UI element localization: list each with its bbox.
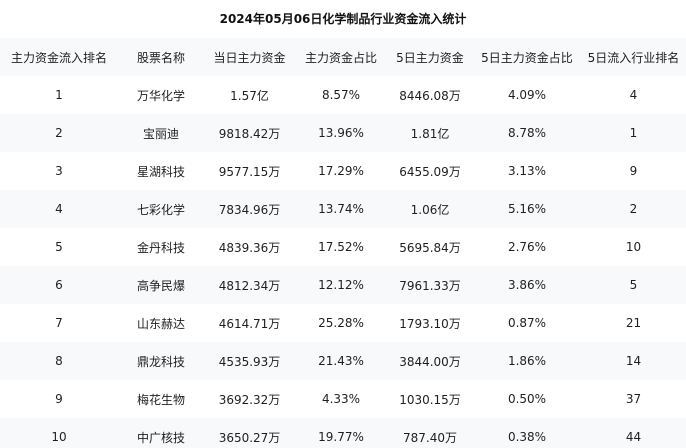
cell-main-fund-ratio: 13.74% bbox=[318, 202, 364, 216]
table-header: 主力资金流入排名 股票名称 当日主力资金 主力资金占比 5日主力资金 5日主力资… bbox=[0, 38, 686, 76]
cell-5day-industry-rank: 5 bbox=[629, 278, 638, 292]
cell-rank: 6 bbox=[55, 278, 63, 292]
cell-5day-industry-rank: 4 bbox=[629, 88, 638, 102]
table-row: 9 梅花生物 3692.32万 4.33% 1030.15万 0.50% 37 bbox=[0, 380, 686, 418]
table-row: 1 万华化学 1.57亿 8.57% 8446.08万 4.09% 4 bbox=[0, 76, 686, 114]
cell-stock-name: 山东赫达 bbox=[136, 316, 185, 331]
header-stock-name: 股票名称 bbox=[136, 50, 185, 65]
page-title: 2024年05月06日化学制品行业资金流入统计 bbox=[219, 12, 467, 26]
cell-5day-main-fund-ratio: 1.86% bbox=[507, 354, 547, 368]
cell-5day-main-fund: 8446.08万 bbox=[399, 88, 461, 103]
cell-stock-name: 万华化学 bbox=[136, 88, 185, 103]
cell-stock-name: 七彩化学 bbox=[136, 202, 185, 217]
table-row: 8 鼎龙科技 4535.93万 21.43% 3844.00万 1.86% 14 bbox=[0, 342, 686, 380]
cell-main-fund-ratio: 8.57% bbox=[321, 88, 361, 102]
cell-5day-main-fund: 6455.09万 bbox=[399, 164, 461, 179]
cell-5day-industry-rank: 9 bbox=[629, 164, 638, 178]
cell-daily-main-fund: 9577.15万 bbox=[218, 164, 281, 179]
cell-5day-main-fund: 1.81亿 bbox=[410, 126, 450, 141]
header-5day-main-fund: 5日主力资金 bbox=[396, 50, 464, 65]
cell-stock-name: 宝丽迪 bbox=[142, 126, 179, 141]
cell-main-fund-ratio: 12.12% bbox=[318, 278, 364, 292]
cell-5day-main-fund-ratio: 2.76% bbox=[507, 240, 547, 254]
cell-main-fund-ratio: 13.96% bbox=[318, 126, 364, 140]
header-main-fund-ratio: 主力资金占比 bbox=[304, 50, 377, 65]
cell-5day-main-fund-ratio: 5.16% bbox=[507, 202, 547, 216]
cell-daily-main-fund: 1.57亿 bbox=[230, 88, 269, 103]
table-row: 2 宝丽迪 9818.42万 13.96% 1.81亿 8.78% 1 bbox=[0, 114, 686, 152]
cell-5day-industry-rank: 10 bbox=[625, 240, 642, 254]
cell-5day-industry-rank: 1 bbox=[629, 126, 638, 140]
cell-rank: 8 bbox=[55, 354, 63, 368]
cell-rank: 9 bbox=[55, 392, 63, 406]
cell-5day-industry-rank: 37 bbox=[625, 392, 642, 406]
table-row: 5 金丹科技 4839.36万 17.52% 5695.84万 2.76% 10 bbox=[0, 228, 686, 266]
cell-5day-industry-rank: 21 bbox=[625, 316, 642, 330]
cell-5day-main-fund: 7961.33万 bbox=[399, 278, 461, 293]
cell-rank: 1 bbox=[55, 88, 63, 102]
fund-flow-table: 主力资金流入排名 股票名称 当日主力资金 主力资金占比 5日主力资金 5日主力资… bbox=[0, 38, 686, 448]
cell-5day-main-fund-ratio: 3.13% bbox=[507, 164, 547, 178]
table-row: 7 山东赫达 4614.71万 25.28% 1793.10万 0.87% 21 bbox=[0, 304, 686, 342]
cell-5day-industry-rank: 2 bbox=[629, 202, 638, 216]
cell-main-fund-ratio: 17.52% bbox=[318, 240, 364, 254]
cell-daily-main-fund: 4614.71万 bbox=[218, 316, 281, 331]
cell-rank: 10 bbox=[51, 430, 67, 444]
cell-stock-name: 鼎龙科技 bbox=[136, 354, 185, 369]
cell-5day-main-fund: 1030.15万 bbox=[399, 392, 461, 407]
header-rank: 主力资金流入排名 bbox=[10, 50, 107, 65]
table-row: 10 中广核技 3650.27万 19.77% 787.40万 0.38% 44 bbox=[0, 418, 686, 448]
cell-daily-main-fund: 4839.36万 bbox=[218, 240, 281, 255]
header-5day-main-fund-ratio: 5日主力资金占比 bbox=[481, 50, 573, 65]
table-row: 6 高争民爆 4812.34万 12.12% 7961.33万 3.86% 5 bbox=[0, 266, 686, 304]
header-daily-main-fund: 当日主力资金 bbox=[213, 50, 286, 65]
cell-main-fund-ratio: 19.77% bbox=[318, 430, 364, 444]
cell-daily-main-fund: 9818.42万 bbox=[218, 126, 281, 141]
cell-5day-main-fund-ratio: 8.78% bbox=[507, 126, 547, 140]
cell-5day-main-fund: 1.06亿 bbox=[410, 202, 450, 217]
cell-daily-main-fund: 7834.96万 bbox=[218, 202, 281, 217]
cell-daily-main-fund: 3692.32万 bbox=[218, 392, 281, 407]
cell-stock-name: 星湖科技 bbox=[136, 164, 185, 179]
cell-stock-name: 高争民爆 bbox=[136, 278, 185, 293]
cell-5day-main-fund-ratio: 0.38% bbox=[507, 430, 547, 444]
cell-5day-main-fund: 787.40万 bbox=[403, 430, 457, 445]
header-5day-industry-rank: 5日流入行业排名 bbox=[587, 50, 680, 65]
header-row: 主力资金流入排名 股票名称 当日主力资金 主力资金占比 5日主力资金 5日主力资… bbox=[0, 38, 686, 76]
cell-5day-industry-rank: 14 bbox=[625, 354, 642, 368]
cell-stock-name: 梅花生物 bbox=[136, 392, 185, 407]
cell-rank: 7 bbox=[55, 316, 63, 330]
cell-5day-main-fund-ratio: 4.09% bbox=[507, 88, 547, 102]
cell-daily-main-fund: 3650.27万 bbox=[218, 430, 281, 445]
cell-5day-main-fund: 5695.84万 bbox=[399, 240, 461, 255]
table-row: 3 星湖科技 9577.15万 17.29% 6455.09万 3.13% 9 bbox=[0, 152, 686, 190]
cell-stock-name: 金丹科技 bbox=[136, 240, 185, 255]
cell-5day-main-fund-ratio: 3.86% bbox=[507, 278, 547, 292]
cell-rank: 3 bbox=[55, 164, 63, 178]
cell-rank: 5 bbox=[55, 240, 63, 254]
cell-daily-main-fund: 4535.93万 bbox=[218, 354, 281, 369]
cell-stock-name: 中广核技 bbox=[136, 430, 185, 445]
cell-daily-main-fund: 4812.34万 bbox=[218, 278, 281, 293]
cell-main-fund-ratio: 17.29% bbox=[318, 164, 364, 178]
cell-main-fund-ratio: 21.43% bbox=[318, 354, 364, 368]
cell-main-fund-ratio: 25.28% bbox=[318, 316, 364, 330]
cell-5day-main-fund: 3844.00万 bbox=[399, 354, 461, 369]
cell-5day-main-fund-ratio: 0.50% bbox=[507, 392, 547, 406]
table-body: 1 万华化学 1.57亿 8.57% 8446.08万 4.09% 4 2 宝丽… bbox=[0, 76, 686, 448]
cell-main-fund-ratio: 4.33% bbox=[321, 392, 361, 406]
cell-rank: 2 bbox=[55, 126, 63, 140]
cell-5day-main-fund: 1793.10万 bbox=[399, 316, 461, 331]
cell-5day-main-fund-ratio: 0.87% bbox=[507, 316, 547, 330]
table-row: 4 七彩化学 7834.96万 13.74% 1.06亿 5.16% 2 bbox=[0, 190, 686, 228]
cell-rank: 4 bbox=[55, 202, 63, 216]
cell-5day-industry-rank: 44 bbox=[625, 430, 642, 444]
